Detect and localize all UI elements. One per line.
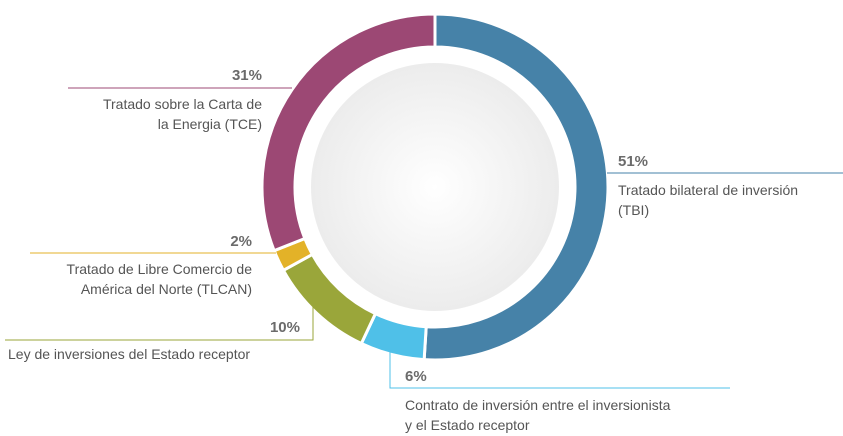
- category-label: Contrato de inversión entre el inversion…: [405, 397, 671, 433]
- value-label: 2%: [230, 233, 252, 250]
- category-label: Tratado de Libre Comercio de América del…: [66, 261, 252, 297]
- value-label: 51%: [618, 153, 649, 170]
- leader-line: [389, 343, 730, 389]
- leader-line: [5, 300, 314, 341]
- category-label: Ley de inversiones del Estado receptor: [8, 346, 251, 362]
- value-label: 10%: [269, 319, 300, 336]
- donut-slice: [260, 12, 437, 253]
- category-label: Tratado bilateral de inversión (TBI): [618, 182, 799, 218]
- value-label: 6%: [405, 368, 427, 385]
- value-label: 31%: [231, 67, 262, 84]
- category-label: Tratado sobre la Carta de la Energia (TC…: [102, 96, 262, 132]
- donut-slice: [422, 12, 610, 362]
- donut-hole: [311, 63, 559, 311]
